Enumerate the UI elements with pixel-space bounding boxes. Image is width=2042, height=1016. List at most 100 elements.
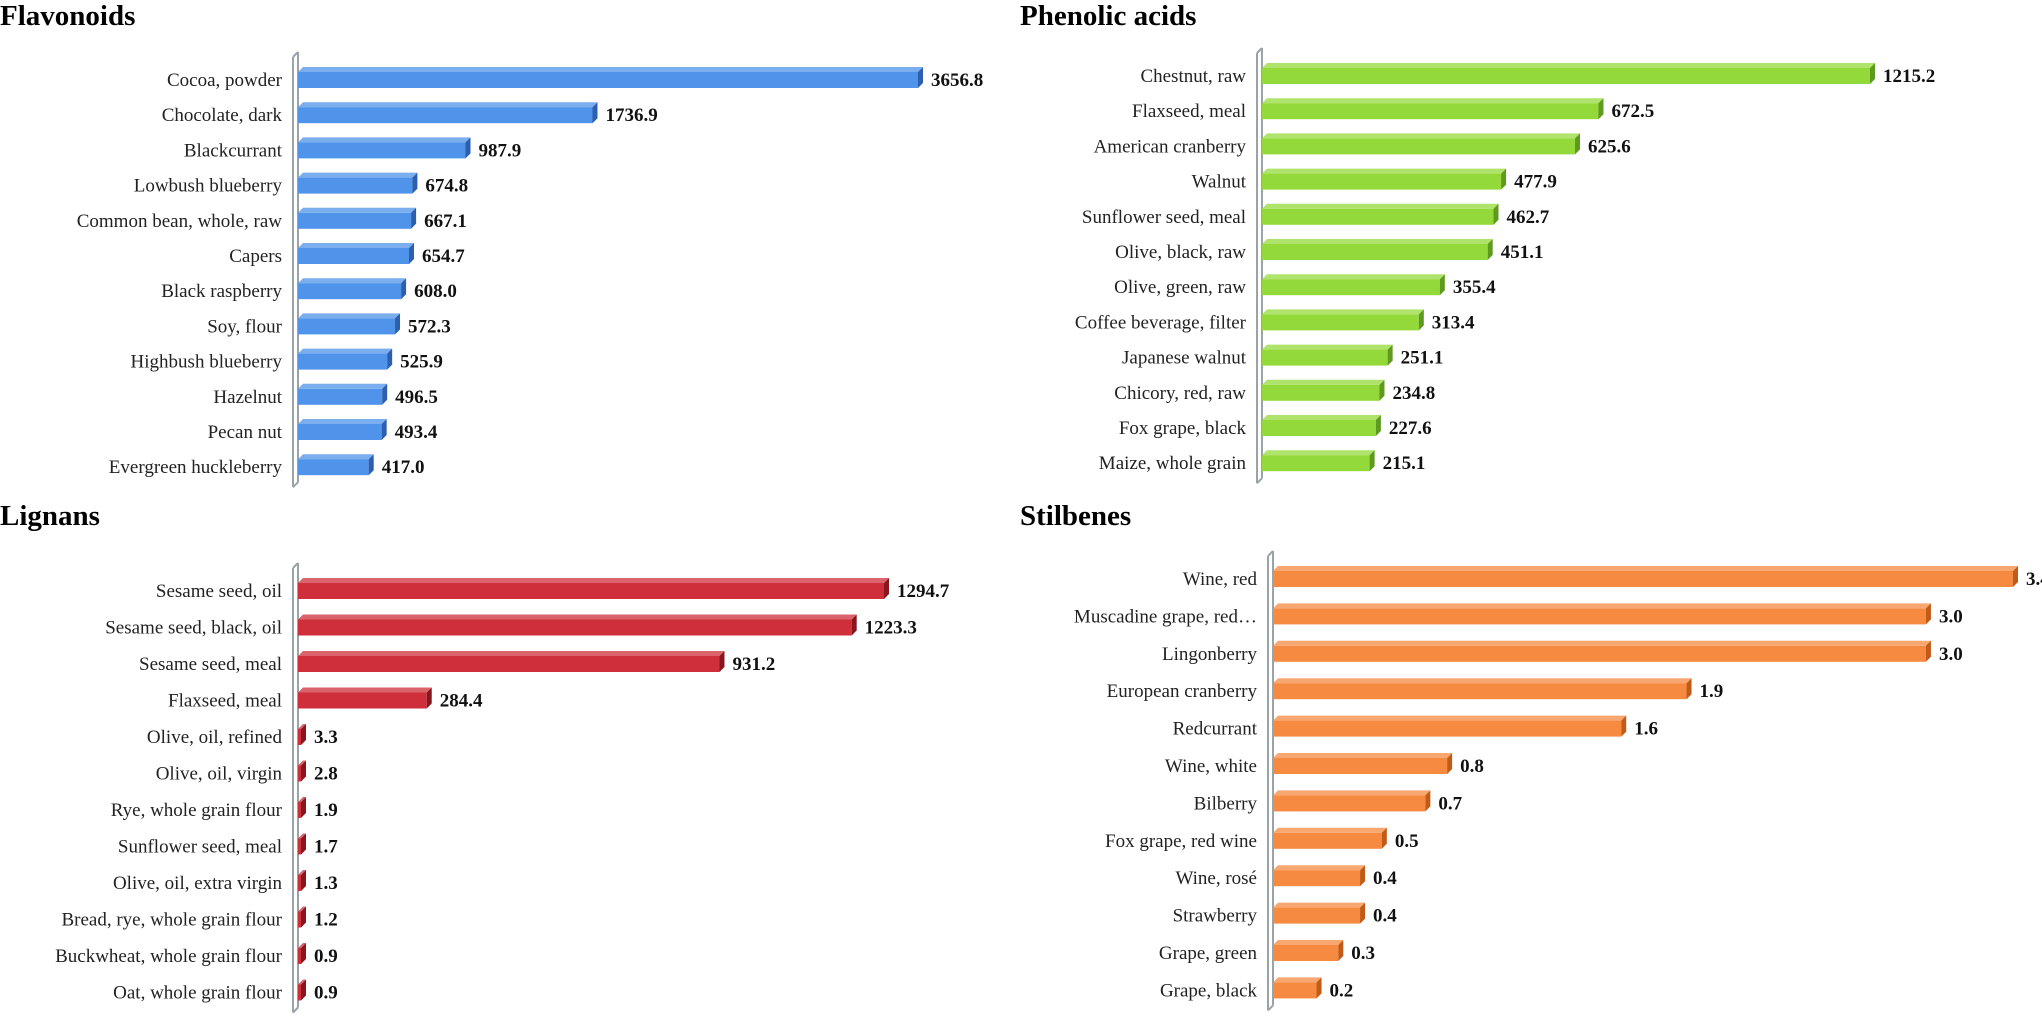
bar [1262, 103, 1599, 120]
bar [298, 248, 410, 264]
category-label: Black raspberry [161, 281, 282, 302]
value-label: 1.9 [1700, 681, 1724, 702]
bar-group: Blackcurrant 987.9 [184, 137, 521, 161]
bar-top [298, 760, 306, 766]
category-label: Wine, rosé [1175, 868, 1257, 889]
value-label: 355.4 [1453, 277, 1496, 298]
bar-group: Wine, red 3.4 [1183, 566, 2042, 590]
bar-group: Sesame seed, black, oil 1223.3 [105, 614, 917, 639]
bar-end [851, 614, 857, 636]
bar-group: Lingonberry 3.0 [1162, 640, 1963, 665]
bar-end [719, 651, 725, 672]
bar-top [1262, 239, 1493, 244]
value-label: 251.1 [1401, 348, 1444, 369]
bar-group: Soy, flour 572.3 [207, 313, 451, 337]
axis-wall [292, 51, 299, 488]
bar-top [1273, 715, 1627, 721]
bar-top [298, 797, 306, 802]
bar-top [1273, 902, 1366, 908]
bar-top [1262, 168, 1507, 174]
value-label: 0.7 [1438, 793, 1462, 814]
bar-group: European cranberry 1.9 [1107, 678, 1724, 702]
bar [1262, 455, 1370, 472]
value-label: 496.5 [395, 387, 438, 408]
category-label: Flaxseed, meal [1132, 101, 1246, 122]
category-label: Rye, whole grain flour [111, 800, 283, 821]
chart-panel-flavonoids: Flavonoids Cocoa, powder 3656.8 Chocolate,… [0, 0, 1000, 490]
bar-top [1273, 678, 1692, 684]
bar-group: Common bean, whole, raw 667.1 [77, 207, 467, 232]
bar-top [298, 102, 598, 108]
bar-end [1598, 98, 1604, 120]
bar [298, 177, 413, 194]
bar-end [884, 578, 889, 599]
bar-end [1501, 168, 1507, 190]
value-label: 0.3 [1351, 943, 1375, 964]
bar [298, 142, 466, 159]
bar-group: Lowbush blueberry 674.8 [134, 172, 468, 197]
bar [298, 765, 301, 782]
bar-group: Pecan nut 493.4 [208, 419, 438, 443]
bar-top [1262, 450, 1375, 456]
bar-end [1575, 133, 1581, 155]
bar-end [1387, 344, 1393, 366]
bar-group: Chicory, red, raw 234.8 [1114, 379, 1435, 404]
bar [1262, 384, 1380, 401]
bar-end [411, 207, 417, 229]
bar [1273, 645, 1926, 662]
bar-end [1487, 239, 1493, 260]
bar-top [1262, 344, 1393, 350]
bar [298, 656, 720, 672]
bar-group: Olive, green, raw 355.4 [1114, 274, 1496, 298]
value-label: 477.9 [1514, 172, 1557, 193]
bar [1262, 314, 1419, 331]
bar-end [382, 383, 388, 405]
bar-top [298, 383, 388, 389]
value-label: 462.7 [1507, 207, 1550, 228]
bar-end [412, 172, 418, 194]
category-label: European cranberry [1107, 681, 1258, 702]
bar-group: Black raspberry 608.0 [161, 278, 457, 302]
bar-end [1493, 203, 1499, 225]
value-label: 0.9 [314, 946, 338, 967]
bar-top [1262, 415, 1381, 420]
bar-end [1379, 379, 1385, 401]
bar [298, 984, 301, 1001]
value-label: 672.5 [1611, 101, 1654, 122]
category-label: Walnut [1192, 172, 1247, 193]
bar-group: Sesame seed, oil 1294.7 [156, 578, 950, 602]
bar-end [1686, 678, 1692, 700]
bar-top [298, 419, 387, 424]
category-label: Wine, white [1165, 756, 1257, 777]
bar-top [298, 906, 306, 912]
category-label: American cranberry [1094, 136, 1247, 157]
value-label: 3656.8 [931, 70, 983, 91]
bar [1262, 68, 1870, 84]
category-label: Maize, whole grain [1099, 453, 1247, 474]
category-label: Hazelnut [213, 387, 282, 408]
value-label: 931.2 [732, 654, 775, 675]
value-label: 0.5 [1395, 831, 1419, 852]
bar-top [298, 67, 923, 72]
category-label: Evergreen huckleberry [109, 457, 283, 478]
bar-group: Grape, green 0.3 [1159, 940, 1375, 964]
category-label: Oat, whole grain flour [113, 983, 283, 1004]
bar-top [1262, 379, 1385, 385]
axis-wall [292, 562, 299, 1014]
bar-end [1360, 865, 1366, 887]
category-label: Coffee beverage, filter [1075, 312, 1247, 333]
bar-end [426, 687, 432, 709]
bar-end [409, 243, 415, 264]
bar [1273, 720, 1622, 737]
bar-group: Flaxseed, meal 672.5 [1132, 98, 1654, 122]
bar-group: Sesame seed, meal 931.2 [139, 651, 775, 675]
value-label: 1.9 [314, 800, 338, 821]
bar-end [465, 137, 471, 159]
bar-end [401, 278, 407, 300]
value-label: 1.6 [1634, 719, 1658, 740]
bar [1273, 870, 1361, 887]
bar-group: Grape, black 0.2 [1160, 977, 1353, 1001]
bar-top [298, 578, 889, 583]
bar-group: Flaxseed, meal 284.4 [168, 687, 483, 712]
bar [298, 802, 301, 818]
